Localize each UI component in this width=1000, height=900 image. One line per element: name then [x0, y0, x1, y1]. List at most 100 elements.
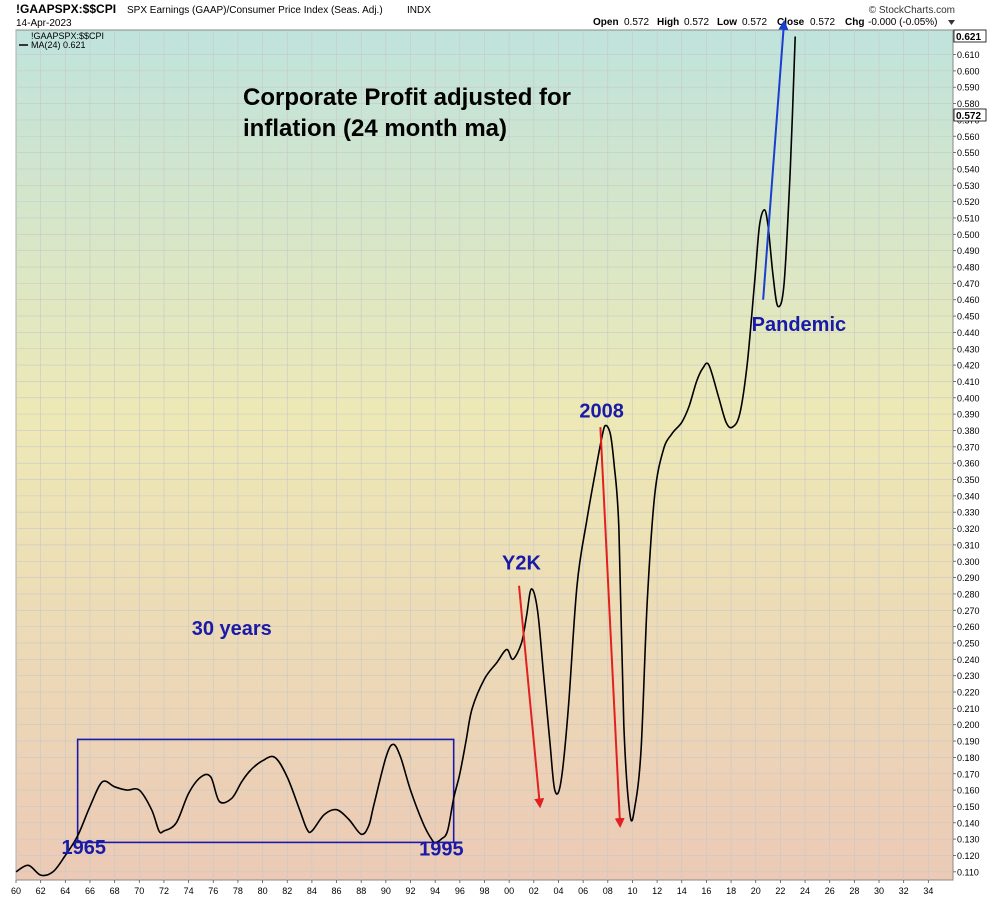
y-tick-label: 0.230 [957, 671, 980, 681]
y-tick-label: 0.340 [957, 491, 980, 501]
y-tick-label: 0.610 [957, 50, 980, 60]
y-tick-label: 0.440 [957, 328, 980, 338]
y-tick-label: 0.590 [957, 83, 980, 93]
range-box-layer [76, 738, 455, 844]
x-tick-label: 68 [110, 886, 120, 896]
y-tick-label: 0.350 [957, 475, 980, 485]
x-tick-label: 18 [726, 886, 736, 896]
y-tick-label: 0.170 [957, 769, 980, 779]
y-tick-label: 0.430 [957, 344, 980, 354]
x-axis: 60 62 64 66 68 70 72 74 76 78 80 82 84 86 88 90 92 94 96 98… [11, 880, 933, 896]
symbol-label: !GAAPSPX:$$CPI [16, 2, 116, 16]
x-tick-label: 16 [701, 886, 711, 896]
x-tick-label: 76 [208, 886, 218, 896]
y-tick-label: 0.520 [957, 197, 980, 207]
y-tick-label: 0.490 [957, 246, 980, 256]
high-label: High [657, 17, 679, 28]
close-label: Close [777, 17, 805, 28]
annotation-label: 1995 [419, 838, 464, 860]
x-tick-label: 88 [356, 886, 366, 896]
last-value-badge [953, 108, 987, 122]
x-tick-label: 90 [381, 886, 391, 896]
y-tick-label: 0.370 [957, 442, 980, 452]
y-tick-label: 0.560 [957, 132, 980, 142]
x-tick-label: 78 [233, 886, 243, 896]
x-tick-label: 80 [258, 886, 268, 896]
annotation-label: 1965 [62, 837, 107, 859]
arrow-layer [518, 19, 789, 829]
y-tick-label: 0.550 [957, 148, 980, 158]
y-tick-label: 0.120 [957, 851, 980, 861]
y-tick-label: 0.240 [957, 655, 980, 665]
grid [15, 30, 953, 880]
legend-series-label: !GAAPSPX:$$CPI [31, 31, 104, 41]
y-tick-label: 0.510 [957, 213, 980, 223]
y-tick-label: 0.420 [957, 361, 980, 371]
x-tick-label: 94 [430, 886, 440, 896]
x-tick-label: 84 [307, 886, 317, 896]
decline-arrow [599, 427, 625, 829]
y-tick-label: 0.110 [957, 867, 979, 877]
y-tick-label: 0.160 [957, 786, 980, 796]
x-tick-label: 02 [529, 886, 539, 896]
decline-arrow [518, 585, 545, 809]
x-tick-label: 04 [553, 886, 563, 896]
last-value-text: 0.572 [956, 111, 981, 122]
chg-value: -0.000 (-0.05%) [868, 17, 937, 28]
low-label: Low [717, 17, 737, 28]
y-tick-label: 0.450 [957, 312, 980, 322]
open-label: Open [593, 17, 619, 28]
price-badges: 0.621 0.572 [953, 29, 987, 122]
y-tick-label: 0.310 [957, 540, 980, 550]
y-tick-label: 0.320 [957, 524, 980, 534]
y-tick-label: 0.460 [957, 295, 980, 305]
x-tick-label: 74 [184, 886, 194, 896]
x-tick-label: 20 [751, 886, 761, 896]
x-tick-label: 34 [923, 886, 933, 896]
y-tick-label: 0.260 [957, 622, 980, 632]
x-tick-label: 70 [134, 886, 144, 896]
ma-value-text: 0.621 [956, 32, 981, 43]
y-tick-label: 0.360 [957, 459, 980, 469]
x-tick-label: 66 [85, 886, 95, 896]
x-tick-label: 98 [479, 886, 489, 896]
dropdown-triangle-icon[interactable] [948, 20, 955, 25]
x-tick-label: 72 [159, 886, 169, 896]
y-tick-label: 0.480 [957, 263, 980, 273]
chg-label: Chg [845, 17, 864, 28]
x-tick-label: 96 [455, 886, 465, 896]
annotation-label: 30 years [192, 618, 272, 640]
x-tick-label: 12 [652, 886, 662, 896]
x-tick-label: 08 [603, 886, 613, 896]
y-tick-label: 0.270 [957, 606, 980, 616]
high-value: 0.572 [684, 17, 709, 28]
x-tick-label: 60 [11, 886, 21, 896]
x-tick-label: 28 [849, 886, 859, 896]
y-tick-label: 0.380 [957, 426, 980, 436]
x-tick-label: 82 [282, 886, 292, 896]
x-tick-label: 26 [825, 886, 835, 896]
x-tick-label: 10 [627, 886, 637, 896]
chart-header: !GAAPSPX:$$CPI SPX Earnings (GAAP)/Consu… [16, 2, 955, 29]
x-tick-label: 14 [677, 886, 687, 896]
y-tick-label: 0.500 [957, 230, 980, 240]
x-tick-label: 64 [60, 886, 70, 896]
y-axis: 0.110 0.120 0.130 0.140 0.150 0.160 0.170 0.180… [953, 50, 980, 877]
x-tick-label: 22 [775, 886, 785, 896]
symbol-description: SPX Earnings (GAAP)/Consumer Price Index… [127, 5, 383, 16]
y-tick-label: 0.410 [957, 377, 980, 387]
y-tick-label: 0.140 [957, 818, 980, 828]
y-tick-label: 0.580 [957, 99, 980, 109]
y-tick-label: 0.300 [957, 557, 980, 567]
annotation-layer: Y2K 2008 Pandemic 30 years 1965 1995 [62, 314, 847, 861]
x-tick-label: 00 [504, 886, 514, 896]
x-tick-label: 30 [874, 886, 884, 896]
watermark: © StockCharts.com [869, 5, 955, 16]
y-tick-label: 0.390 [957, 410, 980, 420]
thirty-year-range-box [76, 738, 455, 844]
y-tick-label: 0.190 [957, 737, 980, 747]
y-tick-label: 0.130 [957, 835, 980, 845]
ma-value-badge [953, 29, 987, 43]
rise-arrow [762, 19, 789, 300]
